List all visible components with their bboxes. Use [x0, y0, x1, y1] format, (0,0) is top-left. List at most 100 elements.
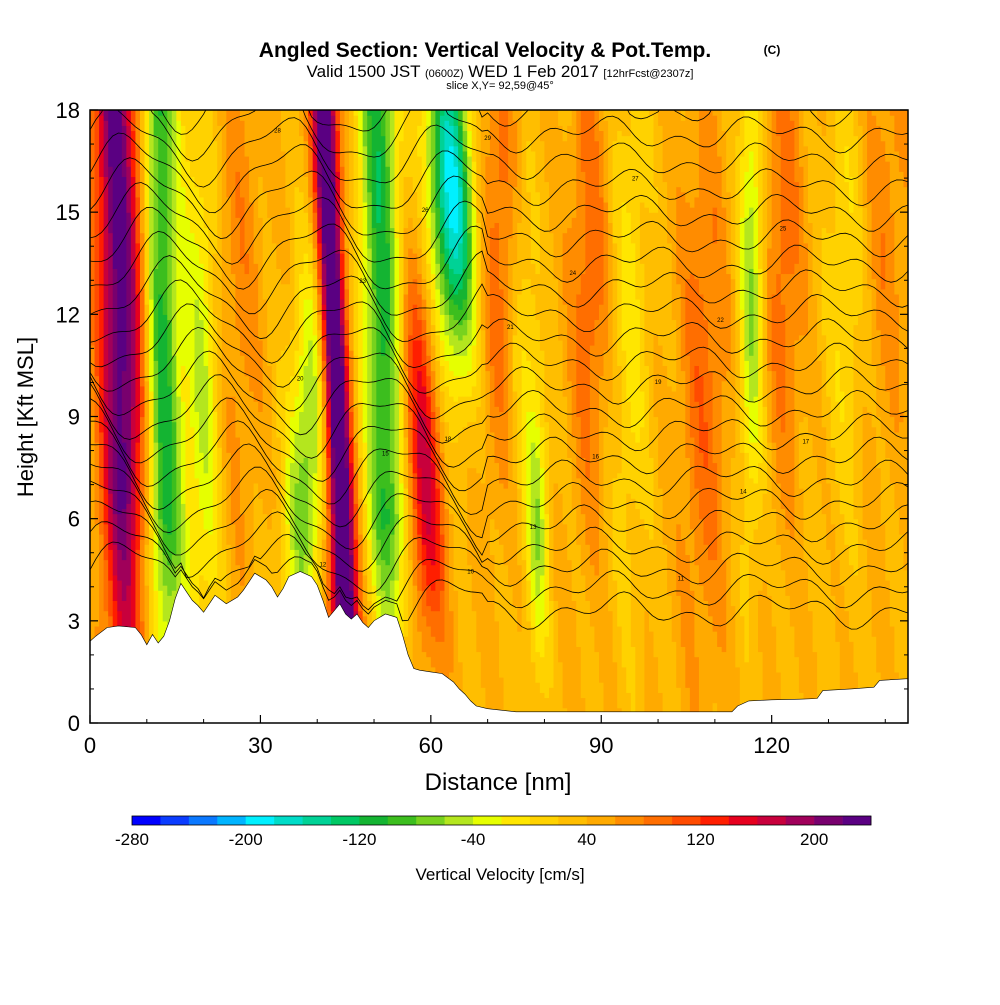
velocity-cell [908, 110, 913, 141]
velocity-cell [421, 513, 427, 545]
velocity-cell [376, 539, 382, 566]
velocity-cell [767, 370, 773, 443]
subtitle-valid: Valid 1500 JST [307, 62, 421, 81]
velocity-cell [517, 488, 523, 566]
velocity-cell [512, 263, 518, 336]
velocity-cell [730, 457, 736, 607]
velocity-cell [839, 110, 845, 392]
velocity-cell [317, 258, 323, 280]
velocity-cell [421, 319, 427, 341]
velocity-cell [748, 268, 755, 356]
velocity-cell [312, 191, 318, 213]
velocity-cell [744, 406, 750, 453]
velocity-cell [639, 263, 646, 392]
x-axis-label: Distance [nm] [425, 769, 572, 796]
velocity-cell [576, 416, 582, 479]
velocity-cell [358, 457, 364, 499]
velocity-cell [644, 207, 650, 367]
velocity-cell [417, 467, 423, 504]
velocity-cell [117, 549, 123, 581]
isentrope-line [90, 303, 908, 394]
colorbar-swatch [728, 816, 758, 825]
velocity-cell [449, 396, 455, 443]
velocity-cell [889, 482, 895, 627]
isentrope-label: 12 [320, 563, 327, 569]
velocity-cell [735, 110, 741, 137]
velocity-cell [367, 493, 373, 540]
velocity-cell [380, 110, 386, 137]
velocity-cell [844, 544, 850, 612]
velocity-cell [199, 110, 205, 198]
velocity-cell [908, 606, 913, 724]
velocity-cell [144, 207, 150, 305]
velocity-cell [99, 110, 105, 116]
velocity-cell [212, 253, 218, 315]
velocity-cell [449, 227, 455, 249]
velocity-cell [576, 646, 582, 723]
velocity-cell [280, 110, 287, 152]
velocity-cell [426, 166, 432, 229]
velocity-cell [330, 115, 336, 152]
velocity-cell [480, 482, 486, 688]
velocity-cell [521, 503, 527, 561]
velocity-cell [680, 191, 686, 372]
y-tick-label: 3 [68, 609, 80, 634]
y-tick-label: 12 [56, 302, 80, 327]
isentrope-label: 24 [569, 271, 576, 277]
velocity-cell [871, 365, 877, 428]
velocity-cell [721, 651, 727, 723]
velocity-cell [162, 523, 168, 556]
velocity-cell [208, 375, 214, 535]
velocity-cell [835, 401, 841, 484]
velocity-cell [312, 288, 318, 310]
y-axis-label: Height [Kft MSL] [13, 337, 38, 497]
velocity-cell [417, 293, 423, 321]
velocity-cell [730, 110, 736, 280]
velocity-cell [158, 518, 164, 550]
velocity-cell [626, 212, 632, 402]
velocity-cell [839, 513, 845, 586]
velocity-cell [703, 467, 709, 545]
velocity-cell [271, 110, 277, 244]
velocity-cell [753, 482, 759, 530]
velocity-cell [521, 278, 527, 351]
velocity-cell [471, 421, 477, 469]
velocity-cell [176, 396, 182, 469]
velocity-cell [694, 196, 700, 280]
velocity-cell [726, 273, 732, 372]
velocity-cell [526, 411, 532, 545]
velocity-cell [253, 110, 259, 264]
terrain-mask [90, 571, 908, 723]
velocity-cell [449, 247, 455, 269]
velocity-cell [362, 110, 368, 147]
velocity-cell [362, 442, 368, 504]
velocity-cell [803, 334, 809, 418]
velocity-cell [839, 421, 845, 515]
velocity-cell [239, 110, 246, 121]
velocity-cell [821, 426, 827, 515]
velocity-cell [767, 442, 773, 596]
velocity-cell [121, 600, 127, 632]
velocity-cell [203, 472, 209, 530]
velocity-cell [430, 390, 436, 412]
velocity-cell [803, 242, 809, 336]
velocity-cell [626, 692, 632, 723]
velocity-cell [258, 217, 264, 341]
velocity-cell [439, 641, 446, 678]
velocity-cell [798, 488, 805, 693]
velocity-cell [780, 508, 786, 571]
velocity-cell [280, 350, 287, 723]
velocity-cell [244, 155, 250, 254]
velocity-cell [399, 554, 405, 642]
velocity-cell [308, 222, 314, 244]
velocity-cell [580, 273, 586, 458]
velocity-cell [512, 605, 518, 723]
velocity-cell [339, 166, 346, 218]
velocity-cell [353, 503, 359, 540]
isentrope-label: 21 [507, 325, 514, 331]
velocity-cell [112, 268, 118, 515]
velocity-cell [867, 288, 873, 412]
velocity-cell [162, 110, 168, 315]
velocity-cell [180, 503, 187, 571]
